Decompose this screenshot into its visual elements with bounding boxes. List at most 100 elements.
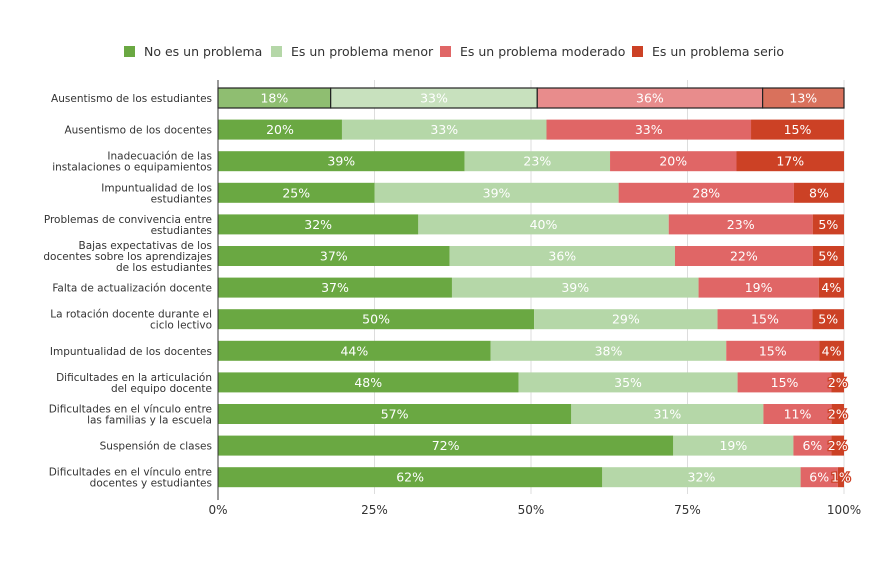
bar-segment[interactable]	[218, 246, 450, 266]
bar-segment[interactable]	[374, 182, 619, 203]
bar-segment[interactable]	[762, 87, 845, 109]
bar-segment[interactable]	[218, 277, 452, 298]
bar-segment[interactable]	[793, 182, 844, 203]
bar-row[interactable]: 37% 36% 22% 5%	[218, 246, 844, 266]
bar-segment[interactable]	[218, 404, 572, 424]
bar-segment[interactable]	[218, 214, 419, 235]
data-label: 6%	[809, 470, 829, 485]
category-label: Impuntualidad de los estudiantes	[101, 182, 212, 205]
bar-segment[interactable]	[518, 372, 738, 393]
category-label: Inadecuación de las instalaciones o equip…	[52, 151, 212, 174]
category-label: Impuntualidad de los docentes	[50, 346, 212, 358]
bar-segment[interactable]	[673, 435, 794, 456]
data-label: 29%	[612, 312, 640, 327]
bar-segment[interactable]	[218, 151, 465, 172]
bar-segment[interactable]	[418, 214, 669, 235]
category-label: Dificultades en el vínculo entre docentes…	[49, 467, 212, 490]
bar-segment[interactable]	[837, 467, 844, 488]
bar-segment[interactable]	[831, 435, 844, 456]
bar-segment[interactable]	[668, 214, 813, 235]
bar-segment[interactable]	[490, 340, 727, 361]
bar-row[interactable]: 20% 33% 33% 15%	[218, 119, 844, 140]
bar-row[interactable]: 37% 39% 19% 4%	[218, 277, 844, 298]
bar-segment[interactable]	[218, 340, 491, 361]
bar-segment[interactable]	[546, 119, 752, 140]
bar-segment[interactable]	[451, 277, 699, 298]
bar-segment[interactable]	[717, 309, 813, 330]
bar-segment[interactable]	[218, 309, 535, 330]
data-label: 17%	[776, 154, 804, 169]
data-label: 22%	[730, 249, 758, 264]
category-label-line: Falta de actualización docente	[52, 283, 212, 295]
data-label: 15%	[759, 343, 787, 358]
legend-swatch	[124, 46, 135, 57]
bar-segment[interactable]	[464, 151, 611, 172]
data-label: 15%	[751, 312, 779, 327]
bar-segment[interactable]	[618, 182, 794, 203]
data-label: 39%	[327, 154, 355, 169]
x-tick-label: 0%	[208, 503, 227, 517]
bar-segment[interactable]	[818, 277, 844, 298]
bar-segment[interactable]	[449, 246, 675, 266]
bar-row[interactable]: 62% 32% 6% 1%	[218, 467, 852, 488]
bar-segment[interactable]	[218, 372, 519, 393]
bar-segment[interactable]	[534, 309, 718, 330]
bar-row[interactable]: 44% 38% 15% 4%	[218, 340, 844, 361]
bar-segment[interactable]	[793, 435, 832, 456]
category-label-line: de los estudiantes	[116, 262, 212, 274]
bar-segment[interactable]	[812, 214, 844, 235]
bar-segment[interactable]	[218, 182, 375, 203]
data-label: 33%	[420, 91, 448, 106]
bar-segment[interactable]	[751, 119, 844, 140]
bar-segment[interactable]	[763, 404, 832, 424]
data-label: 39%	[561, 280, 589, 295]
bar-row[interactable]: 39% 23% 20% 17%	[218, 151, 844, 172]
bar-segment[interactable]	[800, 467, 838, 488]
data-label: 13%	[789, 91, 817, 106]
bar-segment[interactable]	[812, 309, 844, 330]
bar-row[interactable]: 18% 33% 36% 13%	[217, 87, 845, 109]
bar-segment[interactable]	[341, 119, 547, 140]
category-label-line: Ausentismo de los docentes	[64, 125, 212, 137]
data-label: 20%	[659, 154, 687, 169]
data-label: 33%	[430, 122, 458, 137]
category-label-line: Problemas de convivencia entre	[44, 214, 212, 226]
legend-swatch	[632, 46, 643, 57]
category-labels: Ausentismo de los estudiantes Ausentismo …	[43, 93, 212, 490]
data-label: 2%	[828, 375, 848, 390]
legend-item-1[interactable]: Es un problema menor	[271, 44, 434, 59]
data-label: 1%	[831, 470, 851, 485]
category-label-line: Suspensión de clases	[100, 441, 212, 453]
data-label: 40%	[530, 217, 558, 232]
bar-segment[interactable]	[571, 404, 764, 424]
bar-segment[interactable]	[831, 404, 844, 424]
bars: 18% 33% 36% 13% 20% 33% 33% 15% 39% 23% 20% 17% 25% 3…	[217, 87, 852, 488]
category-label-line: La rotación docente durante el	[50, 309, 212, 321]
data-label: 36%	[636, 91, 664, 106]
bar-row[interactable]: 72% 19% 6% 2%	[218, 435, 849, 456]
bar-segment[interactable]	[218, 435, 674, 456]
bar-row[interactable]: 57% 31% 11% 2%	[218, 404, 849, 424]
bar-row[interactable]: 25% 39% 28% 8%	[218, 182, 844, 203]
data-label: 2%	[828, 407, 848, 422]
legend-item-3[interactable]: Es un problema serio	[632, 44, 784, 59]
bar-segment[interactable]	[737, 372, 832, 393]
bar-segment[interactable]	[736, 151, 844, 172]
bar-segment[interactable]	[674, 246, 813, 266]
bar-segment[interactable]	[812, 246, 844, 266]
bar-segment[interactable]	[698, 277, 819, 298]
bar-row[interactable]: 32% 40% 23% 5%	[218, 214, 844, 235]
legend-item-0[interactable]: No es un problema	[124, 44, 262, 59]
bar-row[interactable]: 48% 35% 15% 2%	[218, 372, 849, 393]
data-label: 31%	[653, 407, 681, 422]
bar-segment[interactable]	[218, 119, 342, 140]
bar-segment[interactable]	[602, 467, 801, 488]
bar-segment[interactable]	[726, 340, 820, 361]
bar-segment[interactable]	[819, 340, 844, 361]
bar-segment[interactable]	[831, 372, 844, 393]
legend-item-2[interactable]: Es un problema moderado	[440, 44, 625, 59]
bar-segment[interactable]	[610, 151, 737, 172]
data-label: 25%	[282, 185, 310, 200]
bar-segment[interactable]	[218, 467, 603, 488]
bar-row[interactable]: 50% 29% 15% 5%	[218, 309, 844, 330]
